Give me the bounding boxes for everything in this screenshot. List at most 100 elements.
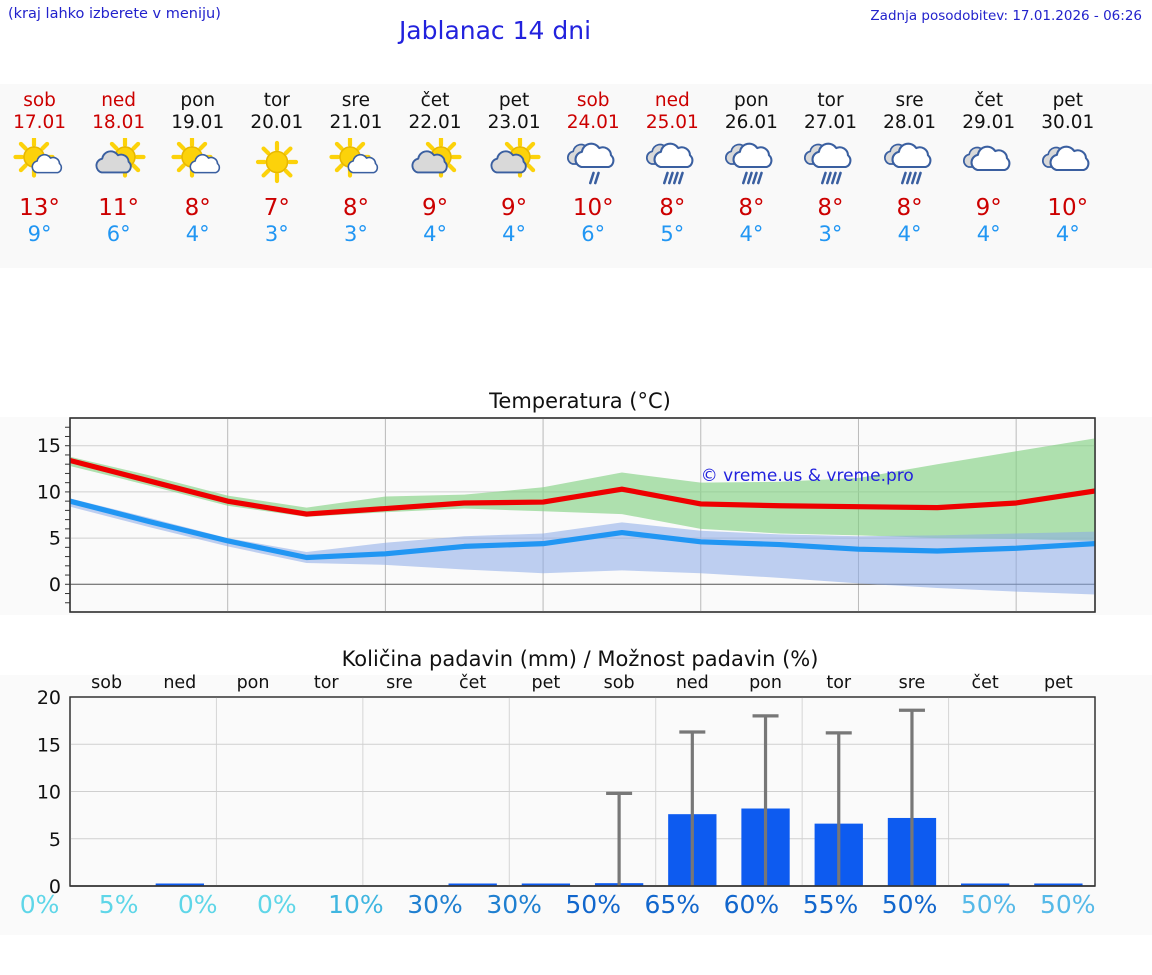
temp-min: 3°	[818, 222, 843, 246]
temp-min: 3°	[264, 222, 289, 246]
day-column[interactable]: tor 27.01 8° 3°	[791, 84, 870, 268]
cloud-rain-icon	[791, 137, 870, 189]
day-column[interactable]: pon 19.01 8° 4°	[158, 84, 237, 268]
day-of-week: ned	[101, 90, 137, 111]
svg-text:0: 0	[49, 574, 61, 596]
day-of-week: sob	[23, 90, 56, 111]
day-column[interactable]: čet 22.01 9° 4°	[395, 84, 474, 268]
temp-min: 6°	[106, 222, 131, 246]
sun-cloud-icon	[316, 137, 395, 189]
temp-max: 11°	[98, 195, 140, 221]
day-date: 27.01	[804, 112, 857, 133]
temp-min: 4°	[423, 222, 447, 246]
svg-text:15: 15	[37, 734, 61, 756]
precip-probability: 0%	[19, 890, 60, 919]
svg-text:ned: ned	[163, 673, 196, 693]
day-date: 25.01	[645, 112, 699, 133]
temp-max: 8°	[738, 195, 765, 221]
cloud-sun-icon	[79, 137, 158, 189]
temp-max: 10°	[1047, 195, 1089, 221]
day-column[interactable]: sob 17.01 13° 9°	[0, 84, 79, 268]
temp-max: 9°	[501, 195, 528, 221]
precip-bar	[521, 883, 571, 886]
temperature-chart-section: Temperatura (°C) 0 5 10 15 © vreme.us & vrem…	[0, 380, 1152, 635]
svg-text:5: 5	[49, 829, 61, 851]
day-column[interactable]: tor 20.01 7° 3°	[237, 84, 316, 268]
temp-min: 3°	[343, 222, 368, 246]
cloud-icon	[1028, 137, 1107, 189]
precip-bar	[961, 883, 1010, 886]
temp-min: 9°	[27, 222, 52, 246]
cloud-sun-icon	[395, 137, 474, 189]
temp-max: 9°	[975, 195, 1002, 221]
temp-min: 4°	[502, 222, 527, 246]
day-column[interactable]: pon 26.01 8° 4°	[712, 84, 791, 268]
svg-text:čet: čet	[459, 673, 486, 693]
temp-max: 8°	[896, 195, 923, 221]
day-of-week: sre	[341, 90, 371, 111]
temp-min: 4°	[897, 222, 922, 246]
svg-text:sre: sre	[899, 673, 926, 693]
sun-icon	[237, 137, 316, 189]
cloud-rain-light-icon	[554, 137, 633, 189]
day-date: 22.01	[408, 112, 462, 133]
precip-probability: 55%	[802, 890, 859, 919]
temp-min: 4°	[976, 222, 1001, 246]
svg-text:15: 15	[37, 435, 61, 457]
day-column[interactable]: sre 28.01 8° 4°	[870, 84, 949, 268]
precipitation-probability-row: 0% 5% 0% 0% 10% 30% 30% 50% 65% 60% 55% 50% 50% 50%	[0, 890, 1152, 930]
temp-max: 8°	[184, 195, 211, 221]
precip-probability: 60%	[723, 890, 780, 919]
sun-cloud-icon	[158, 137, 237, 189]
day-of-week: pon	[733, 90, 769, 111]
temperature-chart-title: Temperatura (°C)	[489, 389, 671, 413]
day-date: 30.01	[1041, 112, 1095, 133]
precip-probability: 30%	[407, 890, 463, 919]
temp-min: 4°	[739, 222, 764, 246]
day-date: 19.01	[171, 112, 225, 133]
temp-min: 4°	[185, 222, 210, 246]
day-date: 18.01	[92, 112, 146, 133]
day-date: 21.01	[329, 112, 383, 133]
day-date: 23.01	[487, 112, 541, 133]
day-date: 20.01	[250, 112, 304, 133]
day-column[interactable]: sre 21.01 8° 3°	[316, 84, 395, 268]
precip-bar	[155, 883, 204, 886]
day-column[interactable]: ned 18.01 11° 6°	[79, 84, 158, 268]
precip-probability: 50%	[1039, 890, 1096, 919]
svg-text:tor: tor	[826, 673, 852, 693]
svg-text:© vreme.us & vreme.pro: © vreme.us & vreme.pro	[701, 466, 914, 486]
precip-probability: 50%	[960, 890, 1017, 919]
precip-probability: 10%	[328, 890, 384, 919]
temp-max: 9°	[421, 195, 449, 221]
day-date: 28.01	[883, 112, 937, 133]
day-date: 29.01	[962, 112, 1016, 133]
precip-probability: 50%	[881, 890, 938, 919]
day-column[interactable]: pet 23.01 9° 4°	[475, 84, 554, 268]
svg-text:20: 20	[37, 687, 61, 709]
last-updated: Zadnja posodobitev: 17.01.2026 - 06:26	[870, 8, 1142, 24]
svg-text:pon: pon	[237, 673, 270, 693]
day-column[interactable]: ned 25.01 8° 5°	[633, 84, 712, 268]
temp-max: 8°	[342, 195, 369, 221]
precipitation-chart-title: Količina padavin (mm) / Možnost padavin …	[341, 647, 819, 671]
cloud-rain-icon	[712, 137, 791, 189]
svg-text:tor: tor	[314, 673, 340, 693]
day-of-week: tor	[263, 90, 290, 111]
day-column[interactable]: čet 29.01 9° 4°	[949, 84, 1028, 268]
day-date: 17.01	[13, 112, 67, 133]
spacer-band	[0, 268, 1152, 380]
svg-text:10: 10	[37, 481, 61, 503]
day-of-week: pon	[180, 90, 216, 111]
temp-min: 5°	[660, 222, 685, 246]
svg-text:sre: sre	[386, 673, 413, 693]
cloud-rain-icon	[633, 137, 712, 189]
precip-probability: 65%	[644, 890, 701, 919]
day-column[interactable]: sob 24.01 10° 6°	[554, 84, 633, 268]
temp-max: 7°	[263, 195, 290, 221]
day-column[interactable]: pet 30.01 10° 4°	[1028, 84, 1107, 268]
svg-text:pon: pon	[749, 673, 782, 693]
temperature-chart-svg: 0 5 10 15 © vreme.us & vreme.pro	[37, 417, 1096, 613]
cloud-rain-icon	[870, 137, 949, 189]
page-header: (kraj lahko izberete v meniju) Jablanac …	[0, 0, 1152, 60]
